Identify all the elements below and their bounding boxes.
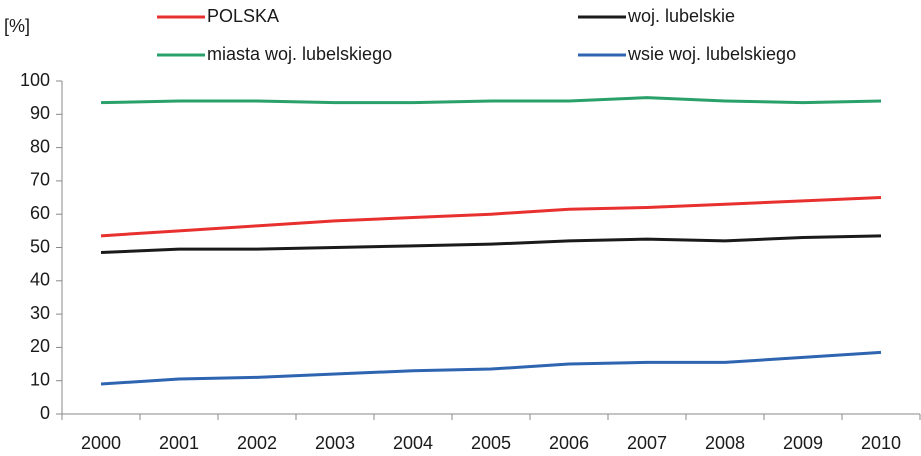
- y-tick-label: 0: [40, 403, 50, 423]
- y-tick-label: 50: [30, 236, 50, 256]
- y-tick-label: 90: [30, 103, 50, 123]
- legend-label: POLSKA: [207, 6, 279, 26]
- x-tick-label: 2002: [237, 433, 277, 453]
- x-tick-label: 2003: [315, 433, 355, 453]
- x-tick-label: 2010: [861, 433, 901, 453]
- y-tick-label: 100: [20, 70, 50, 90]
- y-axis-label: [%]: [4, 16, 30, 36]
- y-tick-label: 30: [30, 303, 50, 323]
- line-series: [100, 196, 882, 238]
- legend-label: miasta woj. lubelskiego: [207, 44, 392, 64]
- x-tick-label: 2001: [159, 433, 199, 453]
- x-tick-label: 2005: [471, 433, 511, 453]
- line-series: [100, 350, 882, 386]
- y-tick-label: 10: [30, 369, 50, 389]
- y-tick-label: 70: [30, 170, 50, 190]
- y-tick-label: 60: [30, 203, 50, 223]
- x-tick-label: 2000: [81, 433, 121, 453]
- y-tick-label: 80: [30, 136, 50, 156]
- line-series: [100, 96, 882, 105]
- y-tick-label: 40: [30, 270, 50, 290]
- legend-label: woj. lubelskie: [627, 6, 735, 26]
- x-tick-label: 2008: [705, 433, 745, 453]
- y-tick-label: 20: [30, 336, 50, 356]
- x-tick-label: 2009: [783, 433, 823, 453]
- line-series: [100, 234, 882, 254]
- x-tick-label: 2007: [627, 433, 667, 453]
- x-tick-label: 2006: [549, 433, 589, 453]
- legend-label: wsie woj. lubelskiego: [627, 44, 796, 64]
- x-tick-label: 2004: [393, 433, 433, 453]
